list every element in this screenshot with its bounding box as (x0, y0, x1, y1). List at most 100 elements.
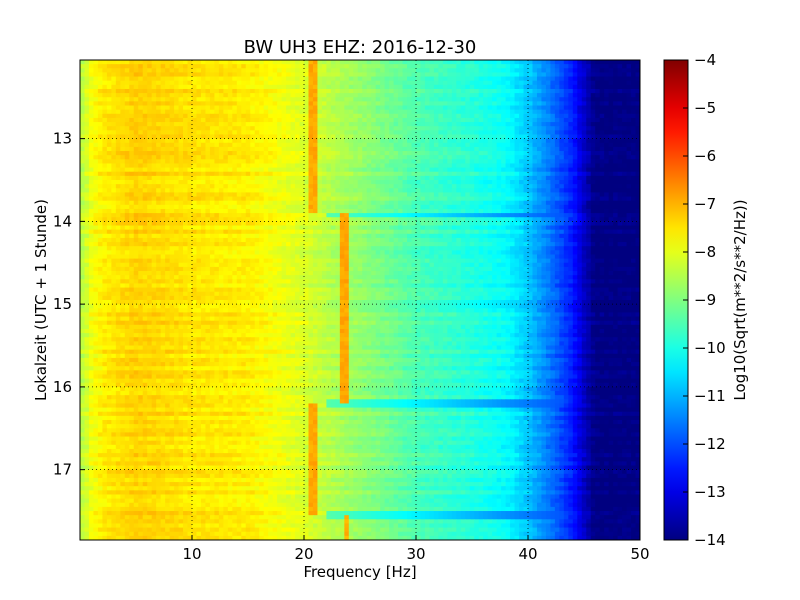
heatmap-cell (272, 192, 278, 198)
heatmap-cell (438, 72, 444, 78)
heatmap-cell (389, 184, 395, 189)
heatmap-cell (214, 117, 220, 123)
heatmap-cell (232, 113, 238, 119)
heatmap-cell (554, 88, 560, 94)
heatmap-cell (286, 208, 292, 214)
heatmap-cell (362, 80, 368, 86)
heatmap-cell (442, 151, 448, 156)
heatmap-cell (115, 64, 121, 69)
heatmap-cell (84, 184, 90, 189)
heatmap-cell (227, 163, 233, 169)
heatmap-cell (523, 109, 529, 115)
heatmap-cell (402, 88, 408, 94)
heatmap-cell (84, 204, 90, 210)
heatmap-cell (590, 217, 596, 222)
heatmap-cell (326, 84, 332, 90)
heatmap-cell (447, 146, 453, 152)
heatmap-cell (523, 142, 529, 148)
heatmap-cell (299, 72, 305, 78)
heatmap-cell (321, 155, 327, 160)
heatmap-cell (232, 142, 238, 148)
heatmap-cell (84, 167, 90, 173)
heatmap-cell (519, 171, 525, 177)
heatmap-cell (317, 204, 323, 210)
heatmap-cell (631, 68, 637, 74)
heatmap-cell (142, 171, 148, 177)
heatmap-cell (550, 146, 556, 152)
heatmap-cell (268, 101, 274, 107)
heatmap-cell (196, 113, 202, 119)
heatmap-cell (429, 188, 435, 194)
heatmap-cell (389, 68, 395, 74)
heatmap-cell (393, 68, 399, 74)
heatmap-cell (622, 204, 628, 210)
heatmap-cell (205, 76, 211, 82)
heatmap-cell (366, 142, 372, 148)
heatmap-cell (236, 113, 242, 119)
heatmap-cell (631, 146, 637, 152)
heatmap-cell (272, 88, 278, 94)
heatmap-cell (272, 184, 278, 189)
heatmap-cell (236, 101, 242, 107)
heatmap-cell (528, 180, 534, 185)
heatmap-cell (492, 68, 498, 74)
heatmap-cell (411, 192, 417, 198)
heatmap-cell (169, 159, 175, 165)
heatmap-cell (165, 105, 171, 111)
heatmap-cell (536, 217, 543, 222)
heatmap-cell (299, 88, 305, 94)
heatmap-cell (523, 93, 529, 98)
heatmap-cell (420, 163, 426, 169)
heatmap-cell (250, 93, 256, 98)
heatmap-cell (133, 204, 139, 210)
heatmap-cell (187, 213, 193, 218)
heatmap-cell (142, 213, 148, 218)
heatmap-cell (380, 217, 386, 222)
heatmap-cell (254, 217, 260, 222)
heatmap-cell (308, 151, 314, 156)
heatmap-cell (532, 60, 538, 65)
heatmap-cell (183, 97, 189, 102)
heatmap-cell (635, 175, 640, 181)
heatmap-cell (416, 130, 422, 136)
heatmap-cell (465, 163, 471, 169)
heatmap-cell (357, 151, 363, 156)
heatmap-cell (151, 163, 157, 169)
heatmap-cell (133, 142, 139, 148)
heatmap-cell (245, 171, 251, 177)
heatmap-cell (626, 213, 632, 218)
heatmap-cell (187, 122, 193, 127)
heatmap-cell (102, 175, 108, 181)
heatmap-cell (93, 159, 99, 165)
heatmap-cell (133, 221, 139, 227)
heatmap-cell (393, 196, 399, 202)
heatmap-cell (622, 68, 628, 74)
heatmap-cell (483, 217, 489, 222)
heatmap-cell (160, 80, 166, 86)
heatmap-cell (604, 142, 610, 148)
heatmap-cell (622, 138, 628, 144)
heatmap-cell (178, 171, 184, 177)
heatmap-cell (335, 221, 341, 227)
heatmap-cell (120, 200, 126, 206)
heatmap-cell (317, 221, 323, 227)
heatmap-cell (232, 109, 238, 115)
heatmap-cell (120, 217, 126, 222)
heatmap-cell (474, 117, 480, 123)
heatmap-cell (138, 113, 144, 119)
heatmap-cell (241, 93, 247, 98)
heatmap-cell (312, 208, 319, 214)
heatmap-cell (424, 217, 431, 222)
heatmap-cell (156, 97, 162, 102)
heatmap-cell (290, 188, 296, 194)
heatmap-cell (487, 130, 493, 136)
heatmap-cell (321, 64, 327, 69)
heatmap-cell (496, 196, 502, 202)
heatmap-cell (326, 60, 332, 65)
heatmap-cell (371, 105, 377, 111)
heatmap-cell (362, 184, 368, 189)
heatmap-cell (335, 93, 341, 98)
heatmap-cell (241, 97, 247, 102)
heatmap-cell (389, 109, 395, 115)
heatmap-cell (227, 213, 233, 218)
